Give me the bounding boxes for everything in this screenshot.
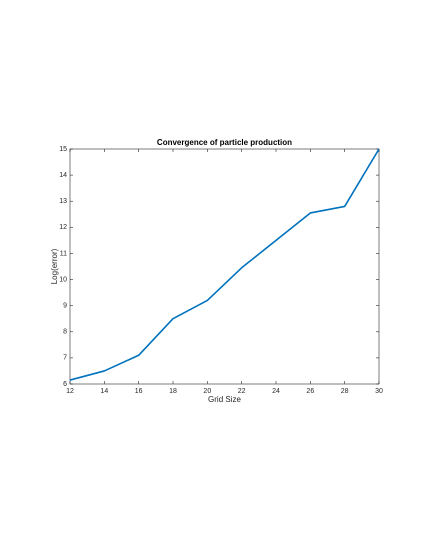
y-tick-label: 10	[59, 276, 67, 283]
x-tick-label: 22	[238, 388, 246, 395]
x-tick-label: 26	[306, 388, 314, 395]
x-tick-label: 24	[272, 388, 280, 395]
y-tick-label: 13	[59, 198, 67, 205]
y-tick-label: 6	[63, 381, 67, 388]
data-line	[69, 148, 380, 381]
y-tick-label: 12	[59, 224, 67, 231]
y-axis-label: Log(error)	[50, 248, 59, 284]
x-tick-label: 18	[169, 388, 177, 395]
x-tick-label: 30	[375, 388, 383, 395]
x-tick-label: 20	[203, 388, 211, 395]
x-tick-label: 28	[341, 388, 349, 395]
x-tick-label: 12	[66, 388, 74, 395]
x-tick-label: 14	[100, 388, 108, 395]
y-tick-label: 15	[59, 146, 67, 153]
x-axis-label: Grid Size	[208, 395, 241, 404]
axes-box	[69, 148, 380, 385]
y-tick-label: 11	[60, 250, 67, 257]
y-tick-label: 9	[63, 303, 67, 310]
chart-title: Convergence of particle production	[157, 138, 292, 147]
y-tick-label: 8	[63, 329, 67, 336]
x-tick-label: 16	[135, 388, 143, 395]
y-tick-label: 7	[63, 355, 67, 362]
y-tick-label: 14	[59, 172, 67, 179]
